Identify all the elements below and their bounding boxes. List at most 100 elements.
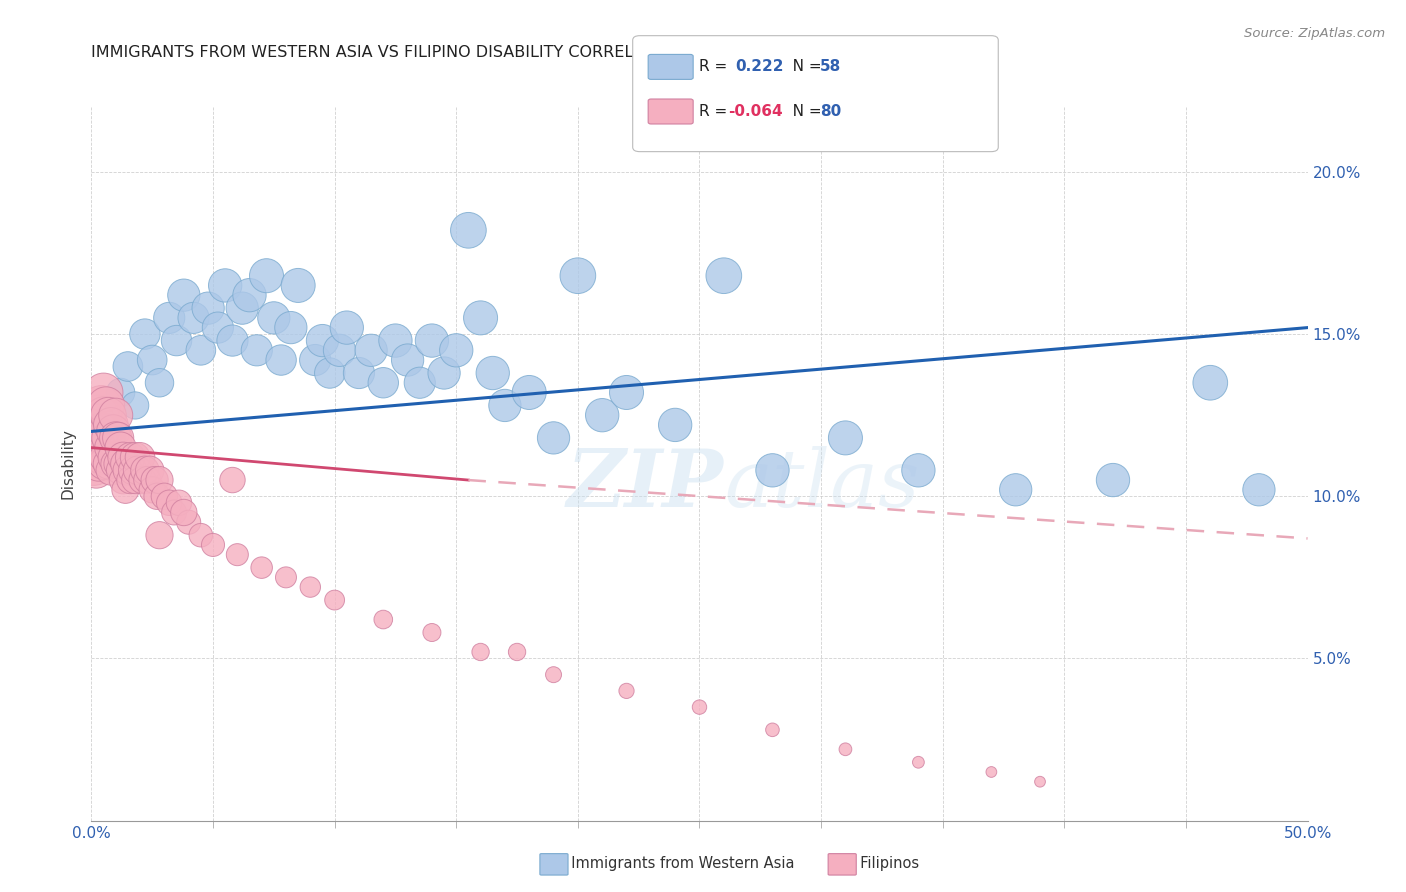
- Point: [907, 463, 929, 477]
- Point: [136, 473, 159, 487]
- Text: Source: ZipAtlas.com: Source: ZipAtlas.com: [1244, 27, 1385, 40]
- Point: [167, 496, 190, 510]
- Point: [616, 684, 638, 698]
- Text: R =: R =: [699, 104, 733, 119]
- Point: [231, 301, 253, 315]
- Point: [166, 334, 188, 348]
- Text: -0.064: -0.064: [728, 104, 783, 119]
- Point: [214, 278, 236, 293]
- Point: [173, 288, 195, 302]
- Point: [190, 528, 212, 542]
- Point: [1199, 376, 1222, 390]
- Point: [591, 408, 613, 422]
- Point: [141, 483, 163, 497]
- Point: [543, 667, 565, 681]
- Point: [103, 425, 125, 439]
- Point: [688, 700, 710, 714]
- Text: R =: R =: [699, 60, 737, 74]
- Point: [373, 376, 395, 390]
- Point: [107, 457, 129, 471]
- Point: [139, 463, 162, 477]
- Point: [104, 457, 127, 471]
- Point: [256, 268, 278, 283]
- Point: [221, 473, 243, 487]
- Point: [183, 310, 205, 325]
- Point: [481, 366, 503, 380]
- Point: [111, 473, 134, 487]
- Point: [93, 431, 115, 445]
- Point: [100, 463, 122, 477]
- Point: [111, 450, 134, 465]
- Point: [299, 580, 322, 594]
- Text: Immigrants from Western Asia: Immigrants from Western Asia: [562, 856, 794, 871]
- Point: [347, 366, 370, 380]
- Point: [94, 425, 117, 439]
- Point: [444, 343, 467, 358]
- Point: [153, 489, 176, 503]
- Text: 80: 80: [820, 104, 841, 119]
- Point: [117, 463, 139, 477]
- Text: N =: N =: [778, 104, 825, 119]
- Point: [664, 417, 686, 432]
- Point: [433, 366, 456, 380]
- Point: [124, 399, 146, 413]
- Point: [190, 343, 212, 358]
- Point: [207, 320, 229, 334]
- Point: [148, 528, 170, 542]
- Point: [83, 457, 105, 471]
- Text: atlas: atlas: [724, 447, 920, 524]
- Point: [148, 473, 170, 487]
- Point: [114, 483, 136, 497]
- Point: [246, 343, 269, 358]
- Point: [131, 473, 153, 487]
- Point: [143, 473, 166, 487]
- Point: [420, 334, 443, 348]
- Point: [94, 450, 117, 465]
- Point: [287, 278, 309, 293]
- Point: [103, 450, 125, 465]
- Point: [121, 463, 143, 477]
- Point: [197, 301, 219, 315]
- Y-axis label: Disability: Disability: [60, 428, 76, 500]
- Point: [100, 417, 122, 432]
- Point: [907, 756, 929, 770]
- Point: [420, 625, 443, 640]
- Point: [87, 431, 110, 445]
- Point: [100, 441, 122, 455]
- Point: [90, 425, 112, 439]
- Point: [280, 320, 302, 334]
- Point: [97, 408, 120, 422]
- Point: [270, 353, 292, 368]
- Point: [1004, 483, 1026, 497]
- Point: [157, 496, 180, 510]
- Point: [97, 408, 120, 422]
- Point: [103, 431, 125, 445]
- Point: [319, 366, 342, 380]
- Point: [202, 538, 225, 552]
- Point: [238, 288, 260, 302]
- Point: [97, 431, 120, 445]
- Point: [761, 723, 783, 737]
- Point: [94, 399, 117, 413]
- Point: [506, 645, 529, 659]
- Point: [110, 385, 132, 400]
- Point: [120, 473, 142, 487]
- Point: [304, 353, 326, 368]
- Point: [104, 408, 127, 422]
- Point: [396, 353, 419, 368]
- Text: 58: 58: [820, 60, 841, 74]
- Point: [93, 408, 115, 422]
- Point: [129, 450, 152, 465]
- Point: [360, 343, 382, 358]
- Point: [567, 268, 589, 283]
- Point: [226, 548, 249, 562]
- Point: [163, 506, 186, 520]
- Point: [323, 593, 346, 607]
- Point: [173, 506, 195, 520]
- Point: [87, 457, 110, 471]
- Point: [146, 489, 169, 503]
- Point: [87, 408, 110, 422]
- Point: [328, 343, 350, 358]
- Point: [157, 310, 180, 325]
- Point: [148, 376, 170, 390]
